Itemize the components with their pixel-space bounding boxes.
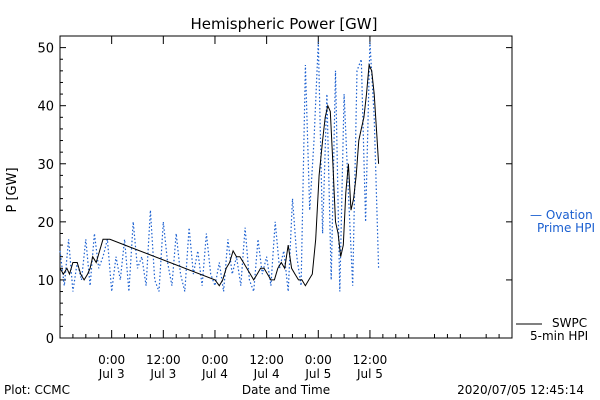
x-tick-label-date: Jul 4 [201,367,228,381]
swpc-series-line [59,63,380,287]
x-tick-label-time: 0:00 [201,353,228,367]
y-axis-label: P [GW] [5,167,20,212]
x-tick-label-date: Jul 3 [98,367,125,381]
legend-ovation-line1: — Ovation [530,208,593,222]
y-axis-ticks: 0 10 20 30 40 50 [37,42,512,347]
plot-area [59,41,380,292]
x-axis-label: Date and Time [242,383,330,397]
legend-ovation-line2: Prime HPI [537,221,595,235]
ovation-prime-series-line [59,41,380,292]
plot-credit: Plot: CCMC [4,383,70,397]
plot-frame [59,35,513,339]
y-tick-label: 0 [46,332,54,347]
x-tick-label-date: Jul 5 [356,367,383,381]
x-tick-label-time: 12:00 [353,353,388,367]
y-tick-label: 50 [37,42,54,57]
x-tick-label-date: Jul 5 [304,367,331,381]
x-tick-label-time: 12:00 [146,353,181,367]
chart-title: Hemispheric Power [GW] [191,15,378,33]
x-tick-label-date: Jul 3 [149,367,176,381]
legend-ovation: — Ovation Prime HPI [530,208,595,235]
y-tick-label: 30 [37,158,54,173]
legend-swpc-line1: SWPC [552,316,587,330]
legend-swpc-line2: 5-min HPI [530,329,588,343]
y-axis-label-group: P [GW] [5,167,20,212]
plot-timestamp: 2020/07/05 12:45:14 [457,383,584,397]
y-tick-label: 20 [37,216,54,231]
legend-swpc: SWPC 5-min HPI [516,316,588,343]
y-tick-label: 10 [37,274,54,289]
y-tick-label: 40 [37,100,54,115]
x-tick-label-time: 0:00 [305,353,332,367]
x-tick-label-time: 12:00 [249,353,284,367]
x-tick-label-time: 0:00 [98,353,125,367]
x-tick-label-date: Jul 4 [253,367,280,381]
